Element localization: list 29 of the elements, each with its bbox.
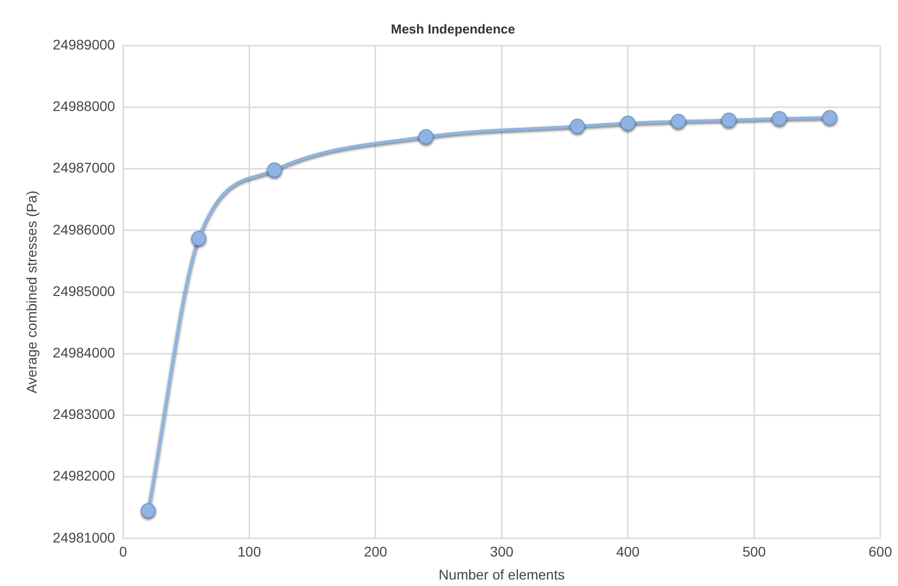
point bbox=[140, 503, 156, 518]
point bbox=[772, 111, 787, 126]
y-tick-label: 24985000 bbox=[52, 282, 116, 299]
point bbox=[670, 114, 686, 129]
x-tick-label: 500 bbox=[742, 544, 766, 560]
point bbox=[620, 116, 636, 131]
x-tick-label: 400 bbox=[616, 544, 640, 560]
y-tick-label: 24986000 bbox=[52, 221, 116, 238]
chart-title: Mesh Independence bbox=[390, 21, 516, 36]
point bbox=[570, 118, 585, 134]
y-axis-title: Average combined stresses (Pa) bbox=[23, 190, 40, 394]
y-tick-label: 24988000 bbox=[52, 98, 116, 114]
point bbox=[267, 162, 282, 178]
point bbox=[822, 110, 838, 126]
y-tick-label: 24982000 bbox=[52, 468, 116, 484]
point bbox=[418, 129, 434, 144]
x-tick-label: 300 bbox=[490, 544, 514, 560]
x-axis-title: Number of elements bbox=[438, 566, 565, 582]
y-tick-label: 24983000 bbox=[52, 406, 116, 422]
point bbox=[191, 230, 206, 246]
x-tick-label: 100 bbox=[238, 544, 262, 560]
x-tick-label: 0 bbox=[119, 544, 128, 560]
x-tick-label: 200 bbox=[364, 544, 388, 560]
y-tick-label: 24987000 bbox=[52, 160, 116, 176]
y-tick-label: 24984000 bbox=[52, 344, 116, 360]
y-tick-label: 24989000 bbox=[52, 36, 116, 52]
point bbox=[721, 112, 736, 128]
y-tick-label: 24981000 bbox=[52, 529, 116, 546]
x-tick-label: 600 bbox=[868, 544, 892, 560]
